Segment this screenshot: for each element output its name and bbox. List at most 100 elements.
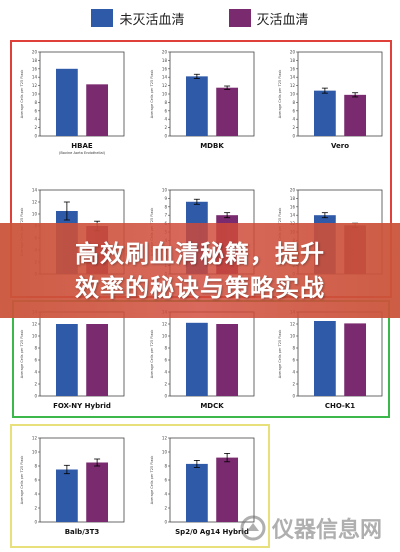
y-tick-label: 0 [34,520,37,525]
y-tick-label: 16 [162,66,168,71]
bar-chart-10: 0 2 4 6 8 10 12 Average Cells per T25 Flask Balb… [20,436,125,536]
chart-subtitle: (Bovine Aorta Endothelial) [59,151,106,155]
watermark: 仪器信息网 [240,512,382,544]
y-tick-label: 6 [34,108,37,113]
y-tick-label: 20 [290,188,296,193]
plot-frame [169,51,255,137]
y-tick-label: 8 [34,346,37,351]
y-tick-label: 2 [34,382,37,387]
bar-chart-7: 02468101214Average Cells per T25 FlaskFO… [20,310,125,410]
chart-legend: 未灭活血清 灭活血清 [0,0,400,36]
y-tick-label: 10 [162,188,168,193]
chart-title: Vero [331,142,349,150]
chart-title: CHO-K1 [325,402,355,410]
plot-frame [39,437,125,523]
y-tick-label: 10 [290,334,296,339]
y-tick-label: 18 [162,58,168,63]
y-tick-label: 6 [164,478,167,483]
bar-heat-inactivated [216,457,239,522]
y-axis-label: Average Cells per T25 Flask [278,69,282,119]
plot-frame [297,311,383,397]
y-tick-label: 2 [164,506,167,511]
y-tick-label: 4 [34,370,37,375]
y-axis-label: Average Cells per T25 Flask [20,69,24,119]
y-tick-label: 4 [292,370,295,375]
y-tick-label: 6 [164,108,167,113]
bar-unheated [185,76,208,136]
bar-chart-11: 0 2 4 6 8 10 12 Average Cells per T25 Flask Sp2/… [150,436,255,536]
plot-frame [169,437,255,523]
y-tick-label: 12 [162,322,168,327]
y-tick-label: 2 [292,125,295,130]
bar-chart-8: 02468101214Average Cells per T25 FlaskMD… [150,310,255,410]
y-tick-label: 0 [292,394,295,399]
y-tick-label: 10 [162,92,168,97]
bar-unheated [55,68,78,136]
bar-unheated [55,324,78,396]
bar-unheated [55,469,78,522]
y-tick-label: 10 [290,92,296,97]
y-axis-label: Average Cells per T25 Flask [150,455,154,505]
chart-title: Balb/3T3 [65,528,100,536]
chart-title: FOX-NY Hybrid [53,402,111,410]
bar-unheated [313,90,336,136]
y-tick-label: 0 [164,520,167,525]
y-tick-label: 10 [32,92,38,97]
y-tick-label: 18 [290,58,296,63]
bar-unheated [185,463,208,522]
y-tick-label: 10 [32,212,38,217]
y-tick-label: 0 [34,134,37,139]
chart-title: Sp2/0 Ag14 Hybrid [175,528,249,536]
y-tick-label: 12 [32,322,38,327]
bar-heat-inactivated [86,324,109,396]
y-tick-label: 6 [292,358,295,363]
y-tick-label: 4 [34,492,37,497]
y-tick-label: 8 [34,464,37,469]
bar-chart-2: 0 2 4 6 8 10 12 14 16 18 20 Average Cells per T25 F… [150,50,255,150]
y-tick-label: 12 [32,83,38,88]
legend-label-unheated: 未灭活血清 [119,12,185,28]
bar-unheated [185,322,208,396]
y-tick-label: 8 [164,346,167,351]
y-tick-label: 6 [34,358,37,363]
plot-frame [39,51,125,137]
y-axis-label: Average Cells per T25 Flask [150,69,154,119]
y-axis-label: Average Cells per T25 Flask [278,329,282,379]
y-tick-label: 2 [292,382,295,387]
bar-heat-inactivated [344,94,367,136]
y-tick-label: 8 [164,100,167,105]
y-tick-label: 4 [164,370,167,375]
y-tick-label: 6 [34,478,37,483]
bar-unheated [313,321,336,396]
y-axis-label: Average Cells per T25 Flask [150,329,154,379]
y-tick-label: 2 [164,382,167,387]
y-tick-label: 8 [292,100,295,105]
title-banner: 高效刷血清秘籍，提升 效率的秘诀与策略实战 [0,223,400,318]
y-tick-label: 10 [162,450,168,455]
y-tick-label: 14 [290,75,296,80]
bar-heat-inactivated [216,324,239,396]
legend-swatch-heat-inactivated [228,9,251,27]
y-tick-label: 16 [32,66,38,71]
y-tick-label: 20 [290,50,296,55]
y-tick-label: 14 [290,213,296,218]
y-tick-label: 0 [164,134,167,139]
y-tick-label: 4 [34,117,37,122]
y-tick-label: 0 [292,134,295,139]
y-tick-label: 8 [34,100,37,105]
y-tick-label: 12 [162,436,168,441]
legend-item-unheated: 未灭活血清 [91,9,185,28]
y-axis-label: Average Cells per T25 Flask [20,455,24,505]
y-tick-label: 6 [292,108,295,113]
y-tick-label: 8 [164,464,167,469]
y-tick-label: 10 [32,450,38,455]
legend-item-heat-inactivated: 灭活血清 [228,9,309,28]
bar-heat-inactivated [216,87,239,136]
y-tick-label: 16 [290,66,296,71]
chart-title: HBAE [71,142,93,150]
bar-heat-inactivated [86,84,109,136]
y-tick-label: 7 [164,213,167,218]
y-tick-label: 2 [34,506,37,511]
chart-title: MDBK [200,142,224,150]
y-tick-label: 8 [164,204,167,209]
